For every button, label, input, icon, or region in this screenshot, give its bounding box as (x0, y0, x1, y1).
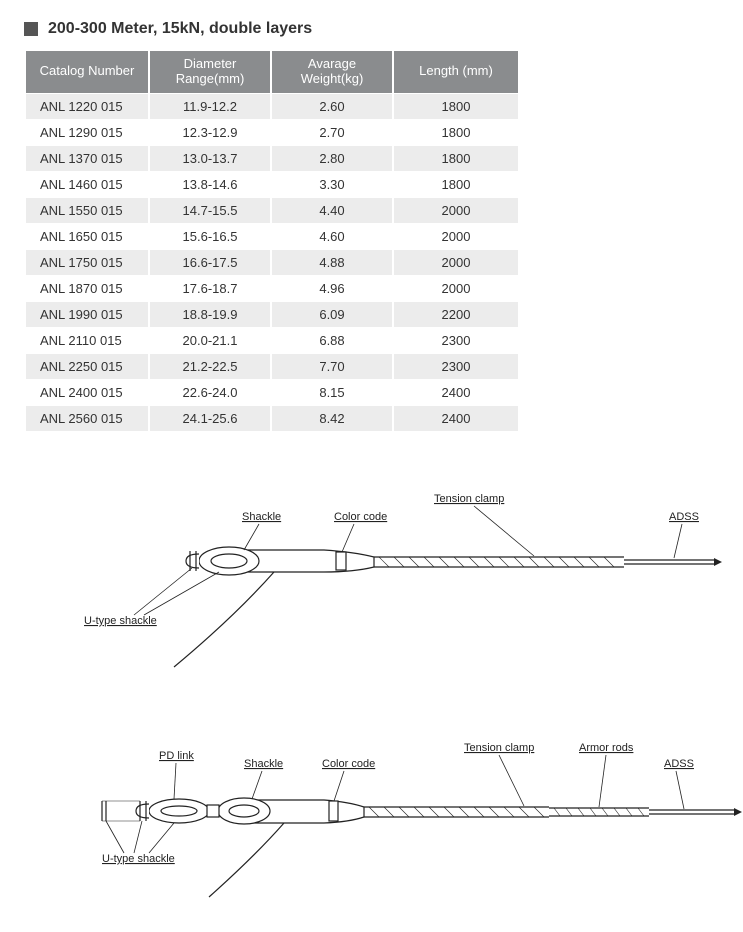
table-cell: 2000 (394, 250, 518, 275)
table-cell: ANL 1550 015 (26, 198, 148, 223)
table-cell: 21.2-22.5 (150, 354, 270, 379)
table-cell: 2200 (394, 302, 518, 327)
table-cell: ANL 1990 015 (26, 302, 148, 327)
table-row: ANL 1370 01513.0-13.72.801800 (26, 146, 518, 171)
table-cell: 2400 (394, 380, 518, 405)
table-row: ANL 1220 01511.9-12.22.601800 (26, 94, 518, 119)
table-cell: 1800 (394, 120, 518, 145)
col-length: Length (mm) (394, 51, 518, 93)
label-color-code: Color code (334, 511, 387, 523)
label-armor-rods: Armor rods (579, 742, 634, 754)
table-cell: 17.6-18.7 (150, 276, 270, 301)
table-cell: ANL 1220 015 (26, 94, 148, 119)
col-weight: Avarage Weight(kg) (272, 51, 392, 93)
table-row: ANL 1550 01514.7-15.54.402000 (26, 198, 518, 223)
label-u-type-shackle: U-type shackle (84, 615, 157, 627)
table-row: ANL 2560 01524.1-25.68.422400 (26, 406, 518, 431)
table-cell: ANL 1370 015 (26, 146, 148, 171)
table-cell: ANL 1460 015 (26, 172, 148, 197)
label-adss: ADSS (669, 511, 699, 523)
table-cell: 4.40 (272, 198, 392, 223)
heading-text: 200-300 Meter, 15kN, double layers (48, 20, 312, 38)
table-cell: 8.15 (272, 380, 392, 405)
table-row: ANL 1460 01513.8-14.63.301800 (26, 172, 518, 197)
label-tension-clamp-2: Tension clamp (464, 742, 534, 754)
label-adss-2: ADSS (664, 758, 694, 770)
table-cell: 6.09 (272, 302, 392, 327)
table-cell: 1800 (394, 146, 518, 171)
table-cell: 3.30 (272, 172, 392, 197)
table-cell: 2300 (394, 354, 518, 379)
label-shackle-2: Shackle (244, 758, 283, 770)
table-cell: 16.6-17.5 (150, 250, 270, 275)
table-cell: 4.60 (272, 224, 392, 249)
label-shackle: Shackle (242, 511, 281, 523)
table-cell: 2.80 (272, 146, 392, 171)
assembly-diagram-1: Shackle Color code Tension clamp ADSS U-… (24, 472, 719, 677)
table-cell: 7.70 (272, 354, 392, 379)
assembly-diagram-2: PD link Shackle Color code Tension clamp… (24, 727, 719, 912)
label-color-code-2: Color code (322, 758, 375, 770)
table-cell: ANL 2250 015 (26, 354, 148, 379)
table-cell: 8.42 (272, 406, 392, 431)
spec-table: Catalog Number Diameter Range(mm) Avarag… (24, 50, 520, 432)
table-cell: 2300 (394, 328, 518, 353)
table-cell: ANL 1750 015 (26, 250, 148, 275)
table-header-row: Catalog Number Diameter Range(mm) Avarag… (26, 51, 518, 93)
table-cell: 4.96 (272, 276, 392, 301)
table-cell: 2400 (394, 406, 518, 431)
table-row: ANL 2250 01521.2-22.57.702300 (26, 354, 518, 379)
table-cell: 2.60 (272, 94, 392, 119)
table-cell: 24.1-25.6 (150, 406, 270, 431)
table-row: ANL 1650 01515.6-16.54.602000 (26, 224, 518, 249)
table-cell: 13.8-14.6 (150, 172, 270, 197)
table-cell: 18.8-19.9 (150, 302, 270, 327)
table-cell: 6.88 (272, 328, 392, 353)
table-cell: ANL 2110 015 (26, 328, 148, 353)
col-catalog: Catalog Number (26, 51, 148, 93)
table-cell: ANL 1290 015 (26, 120, 148, 145)
table-cell: 1800 (394, 172, 518, 197)
table-cell: 20.0-21.1 (150, 328, 270, 353)
label-tension-clamp: Tension clamp (434, 493, 504, 505)
table-cell: ANL 2400 015 (26, 380, 148, 405)
label-pd-link: PD link (159, 750, 194, 762)
table-row: ANL 1990 01518.8-19.96.092200 (26, 302, 518, 327)
section-heading: 200-300 Meter, 15kN, double layers (24, 20, 719, 38)
col-diameter: Diameter Range(mm) (150, 51, 270, 93)
table-cell: 2000 (394, 224, 518, 249)
table-cell: 11.9-12.2 (150, 94, 270, 119)
table-cell: 2000 (394, 276, 518, 301)
table-cell: 12.3-12.9 (150, 120, 270, 145)
table-cell: ANL 1870 015 (26, 276, 148, 301)
table-cell: ANL 1650 015 (26, 224, 148, 249)
table-cell: 4.88 (272, 250, 392, 275)
table-row: ANL 2110 01520.0-21.16.882300 (26, 328, 518, 353)
label-u-type-shackle-2: U-type shackle (102, 853, 175, 865)
table-row: ANL 1750 01516.6-17.54.882000 (26, 250, 518, 275)
table-row: ANL 1290 01512.3-12.92.701800 (26, 120, 518, 145)
table-cell: 1800 (394, 94, 518, 119)
table-cell: 22.6-24.0 (150, 380, 270, 405)
table-row: ANL 2400 01522.6-24.08.152400 (26, 380, 518, 405)
table-cell: 2000 (394, 198, 518, 223)
table-cell: 14.7-15.5 (150, 198, 270, 223)
table-cell: 15.6-16.5 (150, 224, 270, 249)
table-cell: ANL 2560 015 (26, 406, 148, 431)
table-cell: 13.0-13.7 (150, 146, 270, 171)
table-row: ANL 1870 01517.6-18.74.962000 (26, 276, 518, 301)
table-cell: 2.70 (272, 120, 392, 145)
heading-bullet-square (24, 22, 38, 36)
